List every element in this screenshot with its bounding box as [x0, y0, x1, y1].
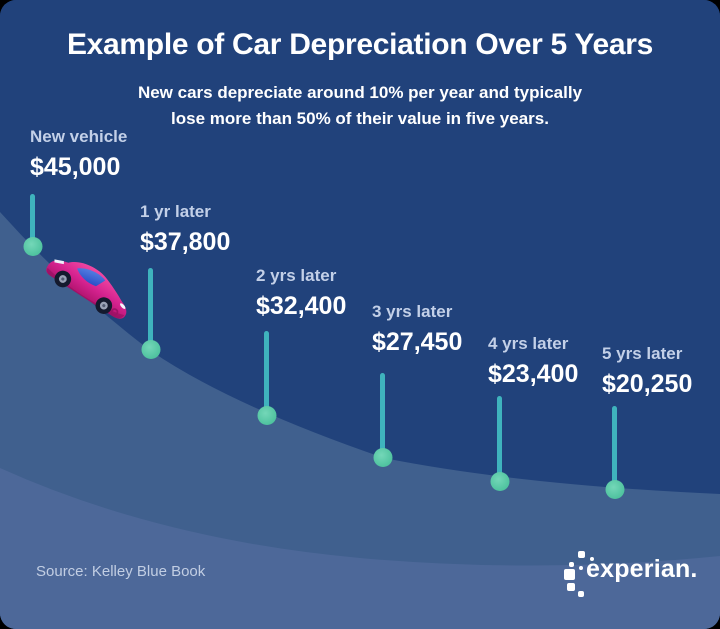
experian-logo: experian. [562, 546, 702, 604]
point-label: 1 yr later [140, 202, 211, 221]
point-label: New vehicle [30, 127, 128, 146]
data-point-1yr: 1 yr later $37,800 [140, 201, 230, 256]
data-point-2yr: 2 yrs later $32,400 [256, 265, 346, 320]
subtitle-line-1: New cars depreciate around 10% per year … [137, 83, 583, 102]
source-credit: Source: Kelley Blue Book [36, 563, 206, 580]
point-label: 3 yrs later [372, 302, 453, 321]
subtitle-line-2: lose more than 50% of their value in fiv… [171, 109, 549, 128]
experian-wordmark: experian. [586, 555, 698, 583]
point-value: $23,400 [488, 360, 579, 388]
pin-marker-1yr [148, 268, 153, 350]
point-label: 5 yrs later [602, 344, 683, 363]
chart-subtitle: New cars depreciate around 10% per year … [0, 80, 720, 132]
point-value: $37,800 [140, 228, 231, 256]
car-icon [46, 259, 127, 319]
pin-marker-3yr [380, 373, 385, 458]
pin-marker-5yr [612, 406, 617, 490]
pin-marker-new-vehicle [30, 194, 35, 247]
point-label: 4 yrs later [488, 334, 569, 353]
pin-marker-2yr [264, 331, 269, 416]
data-point-3yr: 3 yrs later $27,450 [372, 301, 462, 356]
chart-title: Example of Car Depreciation Over 5 Years [66, 28, 654, 61]
data-point-new-vehicle: New vehicle $45,000 [30, 126, 127, 181]
data-point-4yr: 4 yrs later $23,400 [488, 333, 578, 388]
experian-blocks-icon [562, 546, 596, 602]
point-value: $27,450 [372, 328, 463, 356]
point-value: $45,000 [30, 153, 121, 181]
point-label: 2 yrs later [256, 266, 337, 285]
pin-marker-4yr [497, 396, 502, 482]
point-value: $20,250 [602, 370, 693, 398]
point-value: $32,400 [256, 292, 347, 320]
data-point-5yr: 5 yrs later $20,250 [602, 343, 692, 398]
